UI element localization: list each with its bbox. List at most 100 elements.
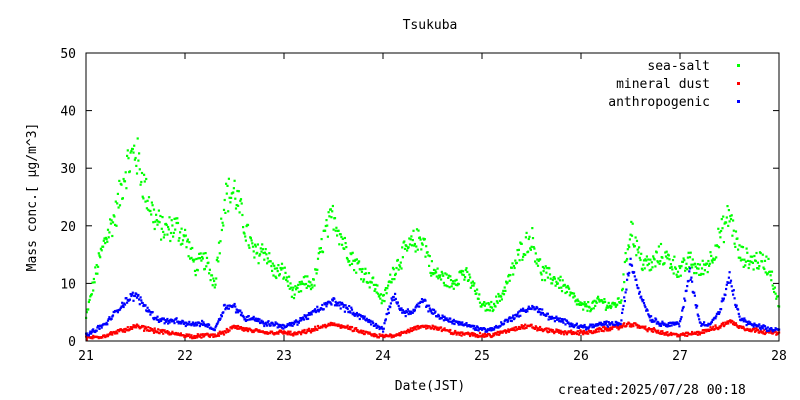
data-point — [665, 250, 668, 253]
data-point — [606, 327, 609, 330]
data-point — [713, 328, 716, 331]
data-point — [310, 313, 313, 316]
data-point — [268, 332, 272, 335]
data-point — [88, 332, 91, 335]
data-point — [316, 328, 319, 331]
data-point — [256, 251, 259, 254]
data-point — [650, 261, 653, 264]
data-point — [301, 329, 304, 332]
data-point — [387, 311, 390, 314]
data-point — [185, 246, 188, 249]
data-point — [278, 274, 281, 277]
data-point — [700, 324, 703, 327]
data-point — [233, 325, 236, 328]
data-point — [219, 317, 222, 320]
data-point — [732, 293, 735, 296]
data-point — [242, 226, 245, 229]
data-point — [447, 276, 450, 279]
data-point — [258, 254, 261, 257]
data-point — [741, 246, 745, 249]
x-tick-label: 22 — [177, 349, 193, 364]
data-point — [684, 299, 687, 302]
data-point — [698, 273, 701, 276]
data-point — [547, 318, 550, 321]
data-point — [491, 334, 494, 338]
data-point — [531, 227, 534, 230]
data-point — [404, 315, 407, 318]
data-point — [174, 228, 177, 231]
data-point — [619, 326, 622, 329]
data-point — [399, 265, 402, 268]
data-point — [156, 315, 159, 318]
data-point — [601, 300, 604, 303]
data-point — [754, 259, 757, 263]
data-point — [116, 311, 119, 314]
data-point — [350, 306, 353, 309]
data-point — [679, 334, 682, 337]
data-point — [147, 208, 150, 211]
data-point — [340, 324, 343, 327]
data-point — [725, 283, 728, 286]
data-point — [529, 248, 532, 251]
data-point — [350, 253, 353, 256]
data-point — [208, 268, 211, 271]
data-point — [703, 269, 706, 272]
data-point — [341, 301, 344, 304]
data-point — [428, 325, 431, 328]
data-point — [526, 310, 529, 313]
data-point — [746, 320, 749, 324]
data-point — [538, 328, 541, 331]
data-point — [674, 321, 677, 324]
data-point — [592, 323, 595, 326]
data-point — [322, 308, 325, 311]
data-point — [459, 323, 462, 326]
data-point — [162, 332, 165, 335]
data-point — [290, 323, 293, 326]
data-point — [90, 332, 93, 335]
data-point — [368, 286, 371, 289]
data-point — [432, 273, 435, 276]
data-point — [307, 284, 310, 287]
data-point — [571, 292, 574, 295]
data-point — [676, 275, 679, 278]
data-point — [548, 267, 551, 270]
data-point — [281, 331, 284, 334]
data-point — [575, 299, 578, 302]
data-point — [386, 312, 389, 315]
data-point — [727, 209, 730, 212]
data-point — [594, 324, 597, 327]
data-point — [712, 257, 715, 260]
data-point — [636, 326, 639, 329]
data-point — [338, 301, 342, 304]
data-point — [464, 276, 467, 279]
data-point — [649, 319, 652, 322]
data-point — [414, 325, 417, 328]
data-point — [286, 280, 289, 283]
x-axis-label: Date(JST) — [395, 379, 465, 394]
data-point — [644, 258, 647, 261]
data-point — [358, 313, 361, 316]
data-point — [140, 326, 143, 329]
data-point — [333, 297, 336, 300]
data-point — [511, 262, 514, 265]
data-point — [450, 285, 453, 288]
data-point — [186, 238, 189, 241]
data-point — [299, 317, 302, 320]
data-point — [506, 330, 509, 333]
data-point — [355, 258, 358, 261]
data-point — [746, 251, 749, 254]
data-point — [770, 327, 773, 330]
data-point — [534, 307, 537, 310]
data-point — [753, 322, 756, 325]
data-point — [582, 308, 585, 311]
data-point — [694, 332, 697, 335]
data-point — [694, 265, 697, 268]
data-point — [542, 270, 545, 273]
data-point — [146, 329, 149, 332]
data-point — [278, 273, 281, 276]
data-point — [704, 328, 707, 331]
data-point — [444, 317, 447, 320]
data-point — [165, 331, 168, 334]
data-point — [727, 276, 730, 279]
data-point — [642, 263, 645, 266]
